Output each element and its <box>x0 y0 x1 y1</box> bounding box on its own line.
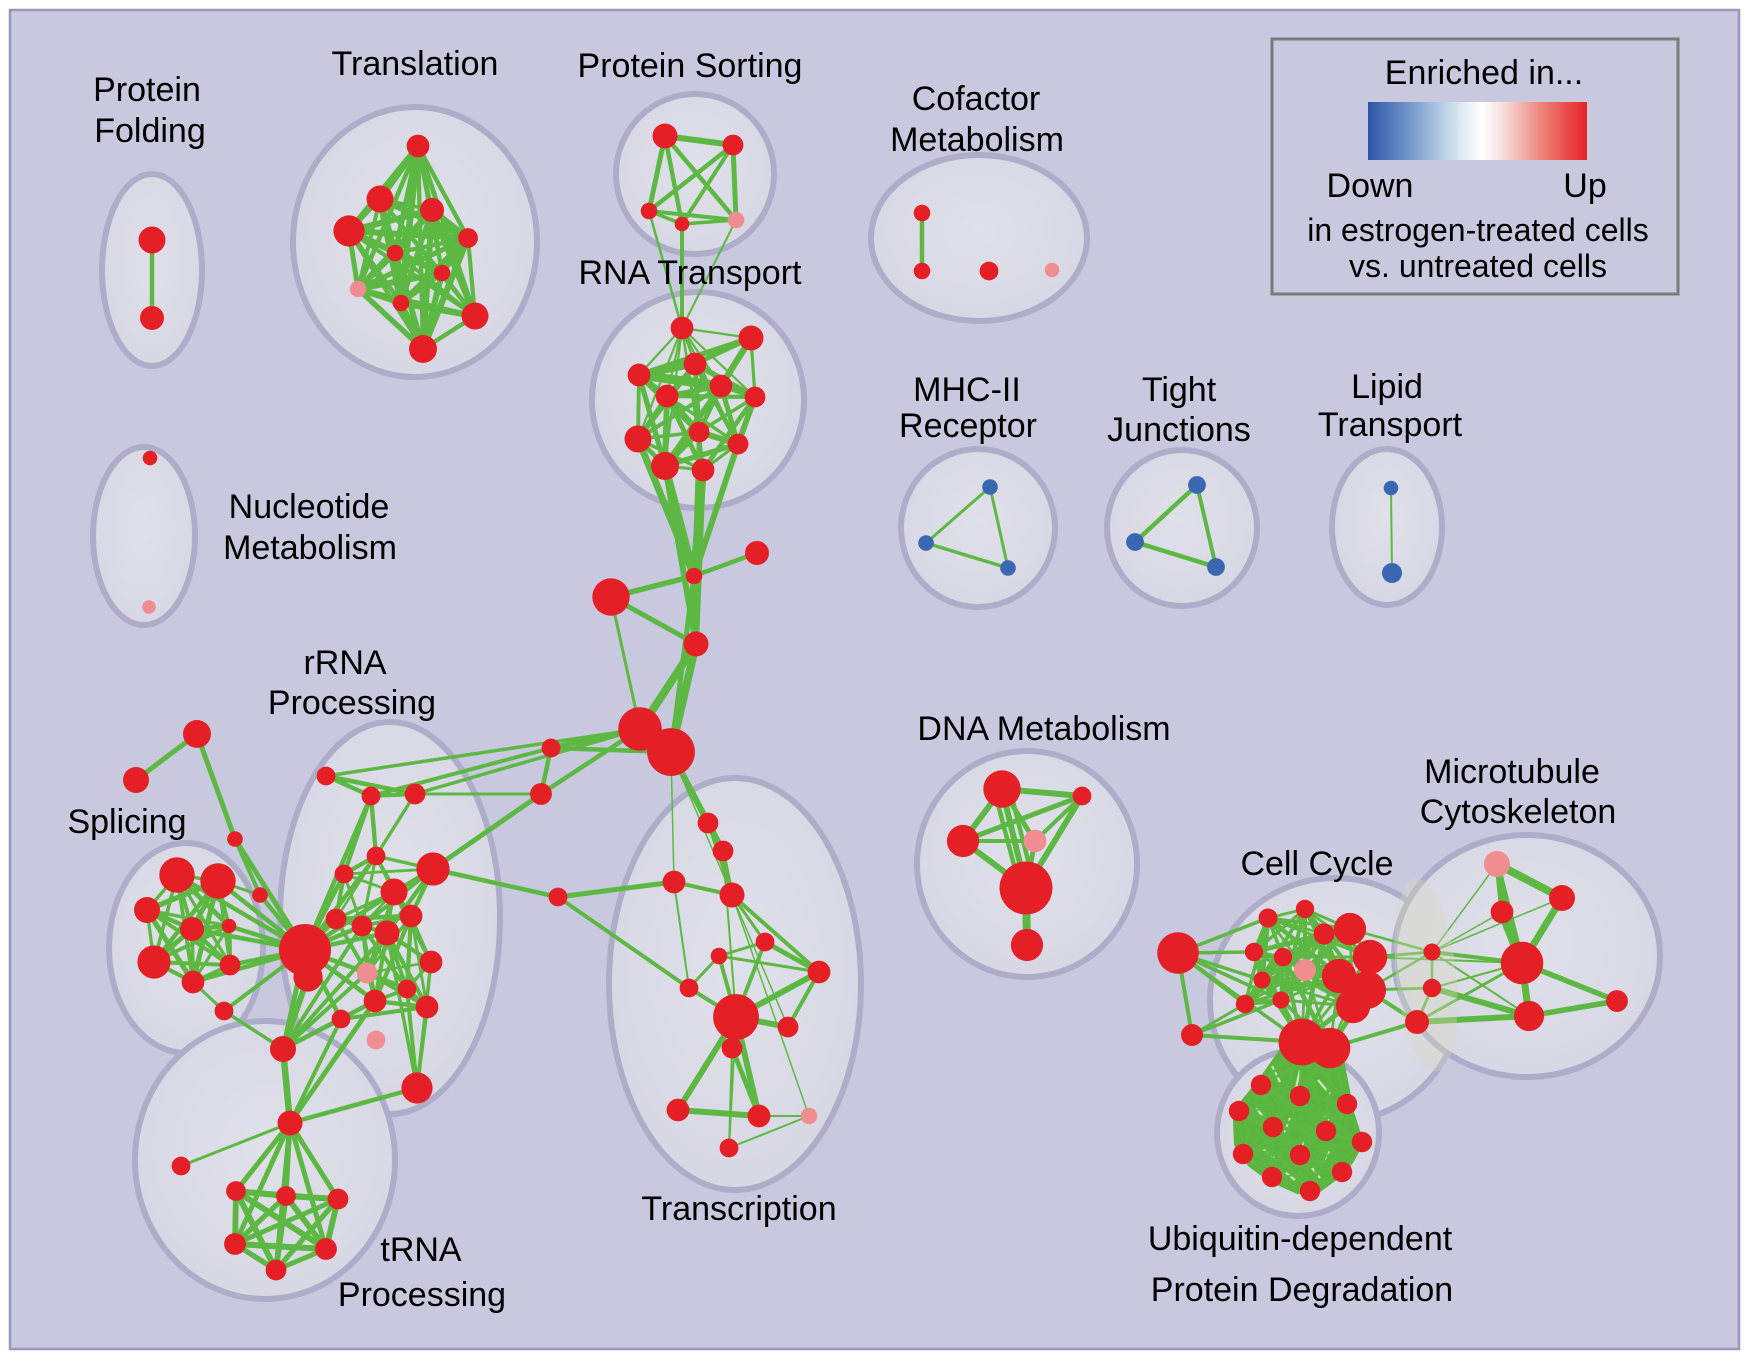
svg-text:Splicing: Splicing <box>67 803 186 841</box>
svg-text:Cofactor: Cofactor <box>912 80 1041 118</box>
svg-text:Metabolism: Metabolism <box>890 121 1064 159</box>
svg-text:Ubiquitin-dependent: Ubiquitin-dependent <box>1148 1220 1453 1258</box>
svg-text:Protein: Protein <box>93 71 201 109</box>
svg-text:DNA Metabolism: DNA Metabolism <box>917 710 1170 748</box>
svg-text:MHC-II: MHC-II <box>913 371 1021 409</box>
svg-text:Receptor: Receptor <box>899 407 1037 445</box>
svg-text:in estrogen-treated cells: in estrogen-treated cells <box>1307 212 1649 248</box>
svg-text:Translation: Translation <box>332 45 499 83</box>
svg-text:Down: Down <box>1327 167 1414 205</box>
svg-text:vs. untreated cells: vs. untreated cells <box>1349 248 1607 284</box>
svg-text:Processing: Processing <box>338 1276 506 1314</box>
svg-text:Tight: Tight <box>1142 371 1217 409</box>
svg-text:Junctions: Junctions <box>1107 411 1251 449</box>
svg-text:Metabolism: Metabolism <box>223 529 397 567</box>
svg-text:Transcription: Transcription <box>641 1190 836 1228</box>
svg-text:Protein Degradation: Protein Degradation <box>1151 1271 1453 1309</box>
svg-text:Folding: Folding <box>94 112 206 150</box>
svg-text:Up: Up <box>1563 167 1606 205</box>
svg-text:Cell Cycle: Cell Cycle <box>1240 845 1393 883</box>
svg-text:Enriched in...: Enriched in... <box>1385 54 1583 92</box>
svg-text:Microtubule: Microtubule <box>1424 753 1600 791</box>
svg-text:tRNA: tRNA <box>380 1231 462 1269</box>
svg-text:Lipid: Lipid <box>1351 368 1423 406</box>
svg-text:rRNA: rRNA <box>303 644 386 682</box>
svg-text:Protein Sorting: Protein Sorting <box>578 47 803 85</box>
svg-text:Cytoskeleton: Cytoskeleton <box>1420 793 1617 831</box>
svg-text:Nucleotide: Nucleotide <box>229 488 390 526</box>
svg-text:RNA Transport: RNA Transport <box>579 254 803 292</box>
svg-text:Processing: Processing <box>268 684 436 722</box>
svg-text:Transport: Transport <box>1318 406 1463 444</box>
